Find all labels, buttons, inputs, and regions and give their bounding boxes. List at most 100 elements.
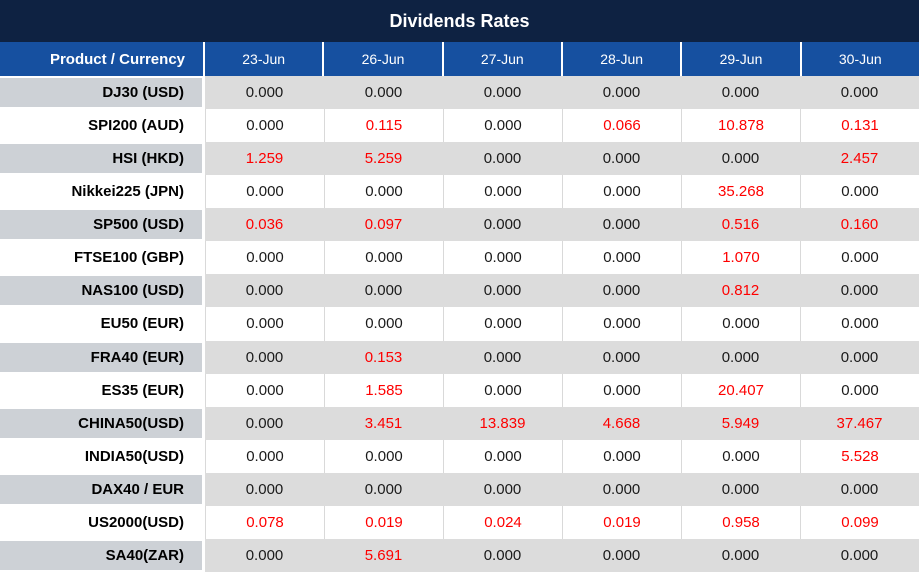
dividend-value-cell: 0.000 [443,241,562,275]
product-label: FTSE100 (GBP) [0,241,205,275]
product-label: NAS100 (USD) [0,274,205,308]
column-header-date: 26-Jun [324,42,444,76]
dividend-value-cell: 0.000 [681,340,800,374]
product-label: HSI (HKD) [0,142,205,176]
table-row: EU50 (EUR) 0.000 0.000 0.000 0.000 0.000 0.000 [0,307,919,341]
dividend-value-cell: 0.000 [205,472,324,506]
dividend-value-cell: 0.078 [205,505,324,539]
dividend-value-cell: 0.000 [800,76,919,110]
dividend-value-cell: 5.949 [681,406,800,440]
dividend-value-cell: 0.000 [562,538,681,572]
table-row: INDIA50(USD) 0.000 0.000 0.000 0.000 0.000 5.5… [0,439,919,473]
table-row: SA40(ZAR) 0.000 5.691 0.000 0.000 0.000 0.000 [0,538,919,572]
dividend-value-cell: 35.268 [681,175,800,209]
dividend-value-cell: 1.070 [681,241,800,275]
dividend-value-cell: 0.000 [443,274,562,308]
dividend-value-cell: 0.000 [324,76,443,110]
dividend-value-cell: 0.000 [562,175,681,209]
table-row: FRA40 (EUR) 0.000 0.153 0.000 0.000 0.000 0.00… [0,340,919,374]
dividend-value-cell: 0.000 [800,373,919,407]
table-row: CHINA50(USD) 0.000 3.451 13.839 4.668 5.949 37… [0,406,919,440]
dividend-value-cell: 0.115 [324,109,443,143]
dividend-value-cell: 0.000 [443,538,562,572]
dividend-value-cell: 0.000 [443,439,562,473]
dividend-value-cell: 0.958 [681,505,800,539]
dividend-value-cell: 0.000 [800,340,919,374]
product-label: SP500 (USD) [0,208,205,242]
product-label: ES35 (EUR) [0,373,205,407]
dividend-value-cell: 2.457 [800,142,919,176]
column-header-date: 28-Jun [563,42,683,76]
dividend-value-cell: 0.000 [443,373,562,407]
product-label: SA40(ZAR) [0,538,205,572]
dividend-value-cell: 4.668 [562,406,681,440]
dividend-value-cell: 0.000 [681,472,800,506]
dividend-value-cell: 0.000 [205,439,324,473]
dividend-value-cell: 0.000 [324,175,443,209]
dividend-value-cell: 0.000 [562,208,681,242]
dividend-value-cell: 0.019 [562,505,681,539]
dividend-value-cell: 0.000 [443,340,562,374]
dividend-value-cell: 0.000 [562,274,681,308]
dividend-value-cell: 37.467 [800,406,919,440]
dividend-value-cell: 0.000 [800,538,919,572]
dividend-value-cell: 0.000 [681,307,800,341]
dividend-value-cell: 0.000 [443,109,562,143]
dividend-value-cell: 0.066 [562,109,681,143]
column-header-date: 23-Jun [205,42,325,76]
table-row: HSI (HKD) 1.259 5.259 0.000 0.000 0.000 2.457 [0,142,919,176]
dividend-value-cell: 0.000 [800,472,919,506]
table-row: SP500 (USD) 0.036 0.097 0.000 0.000 0.516 0.16… [0,208,919,242]
dividend-value-cell: 0.000 [562,241,681,275]
dividend-value-cell: 0.000 [800,175,919,209]
dividend-value-cell: 0.000 [681,76,800,110]
product-label: CHINA50(USD) [0,406,205,440]
dividend-value-cell: 0.000 [562,439,681,473]
table-row: DJ30 (USD) 0.000 0.000 0.000 0.000 0.000 0.000 [0,76,919,110]
dividend-value-cell: 0.097 [324,208,443,242]
product-label: US2000(USD) [0,505,205,539]
dividend-value-cell: 0.036 [205,208,324,242]
dividend-value-cell: 0.000 [443,208,562,242]
dividend-value-cell: 0.000 [205,307,324,341]
table-row: US2000(USD) 0.078 0.019 0.024 0.019 0.958 0.09… [0,505,919,539]
dividend-value-cell: 0.000 [443,472,562,506]
table-body: DJ30 (USD) 0.000 0.000 0.000 0.000 0.000 0.000… [0,76,919,572]
dividend-value-cell: 13.839 [443,406,562,440]
table-row: SPI200 (AUD) 0.000 0.115 0.000 0.066 10.878 0.… [0,109,919,143]
dividend-value-cell: 0.000 [324,472,443,506]
dividend-value-cell: 0.000 [324,439,443,473]
product-label: DAX40 / EUR [0,472,205,506]
dividend-value-cell: 0.000 [205,175,324,209]
table-row: NAS100 (USD) 0.000 0.000 0.000 0.000 0.812 0.0… [0,274,919,308]
dividend-value-cell: 0.000 [562,472,681,506]
table-row: FTSE100 (GBP) 0.000 0.000 0.000 0.000 1.070 0.… [0,241,919,275]
dividend-value-cell: 1.259 [205,142,324,176]
dividend-value-cell: 0.000 [562,340,681,374]
dividend-value-cell: 0.000 [324,307,443,341]
dividend-value-cell: 0.000 [205,76,324,110]
product-label: DJ30 (USD) [0,76,205,110]
dividend-value-cell: 0.000 [205,538,324,572]
table-row: ES35 (EUR) 0.000 1.585 0.000 0.000 20.407 0.00… [0,373,919,407]
dividend-value-cell: 0.153 [324,340,443,374]
product-label: FRA40 (EUR) [0,340,205,374]
dividend-value-cell: 0.000 [205,109,324,143]
dividend-value-cell: 5.691 [324,538,443,572]
dividend-value-cell: 0.000 [562,307,681,341]
dividend-value-cell: 0.099 [800,505,919,539]
dividend-value-cell: 0.000 [443,142,562,176]
dividend-value-cell: 0.000 [800,241,919,275]
dividend-value-cell: 5.528 [800,439,919,473]
dividend-value-cell: 0.000 [205,241,324,275]
dividend-value-cell: 0.024 [443,505,562,539]
dividend-value-cell: 0.000 [562,373,681,407]
column-header-date: 30-Jun [838,51,882,67]
dividend-value-cell: 0.000 [324,274,443,308]
dividend-value-cell: 0.000 [205,340,324,374]
dividend-value-cell: 0.000 [800,274,919,308]
column-header-product-currency: Product / Currency [0,42,205,76]
product-label: SPI200 (AUD) [0,109,205,143]
dividend-value-cell: 0.000 [443,175,562,209]
